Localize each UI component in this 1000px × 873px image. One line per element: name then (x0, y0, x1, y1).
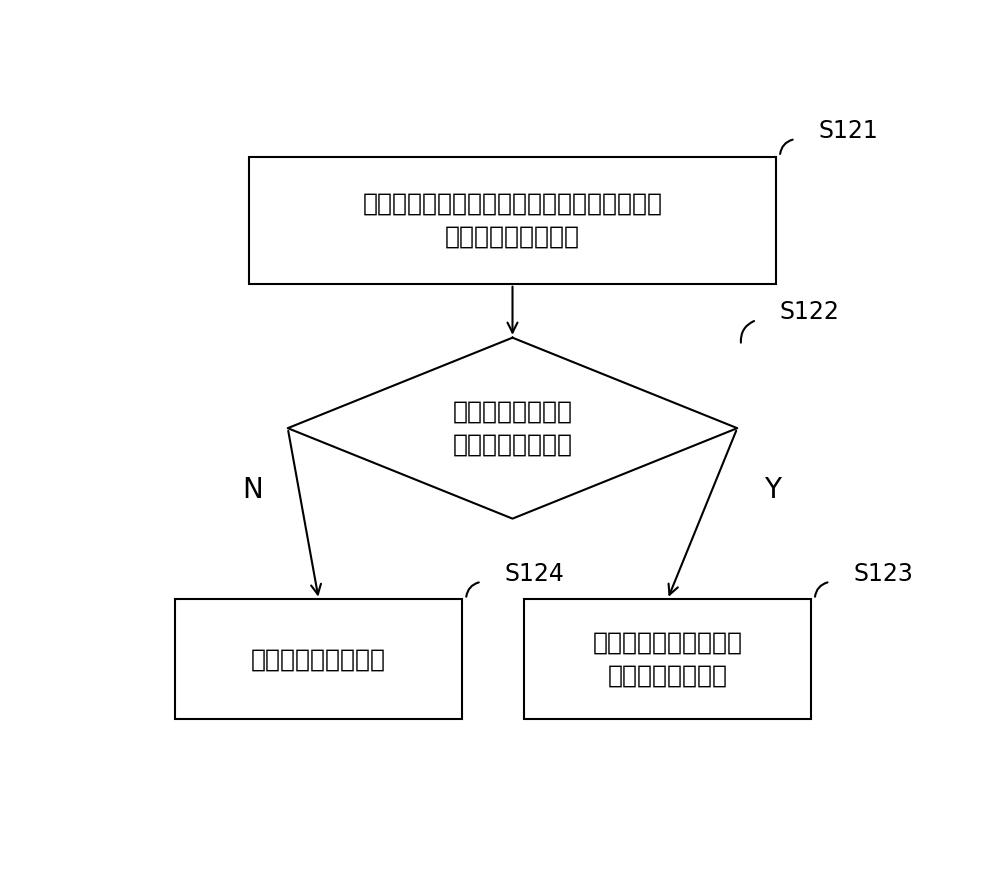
Text: S124: S124 (505, 562, 565, 586)
Text: S122: S122 (780, 300, 840, 324)
Text: 若服务节点的历史连接状态为不可用，则获取
服务节点的停用时间: 若服务节点的历史连接状态为不可用，则获取 服务节点的停用时间 (362, 191, 662, 249)
Text: 判断停用时间是否
达到预设等待时间: 判断停用时间是否 达到预设等待时间 (452, 400, 572, 457)
Bar (175, 600, 462, 718)
Text: 与服务节点进行连接尝
试，得到连接结果: 与服务节点进行连接尝 试，得到连接结果 (592, 630, 742, 688)
Text: S121: S121 (819, 120, 878, 143)
Bar (524, 600, 811, 718)
Bar (249, 157, 776, 284)
Text: N: N (242, 476, 263, 504)
Text: S123: S123 (854, 562, 913, 586)
Polygon shape (288, 338, 737, 519)
Text: 将服务节点继续停用: 将服务节点继续停用 (251, 647, 386, 671)
Text: Y: Y (764, 476, 781, 504)
